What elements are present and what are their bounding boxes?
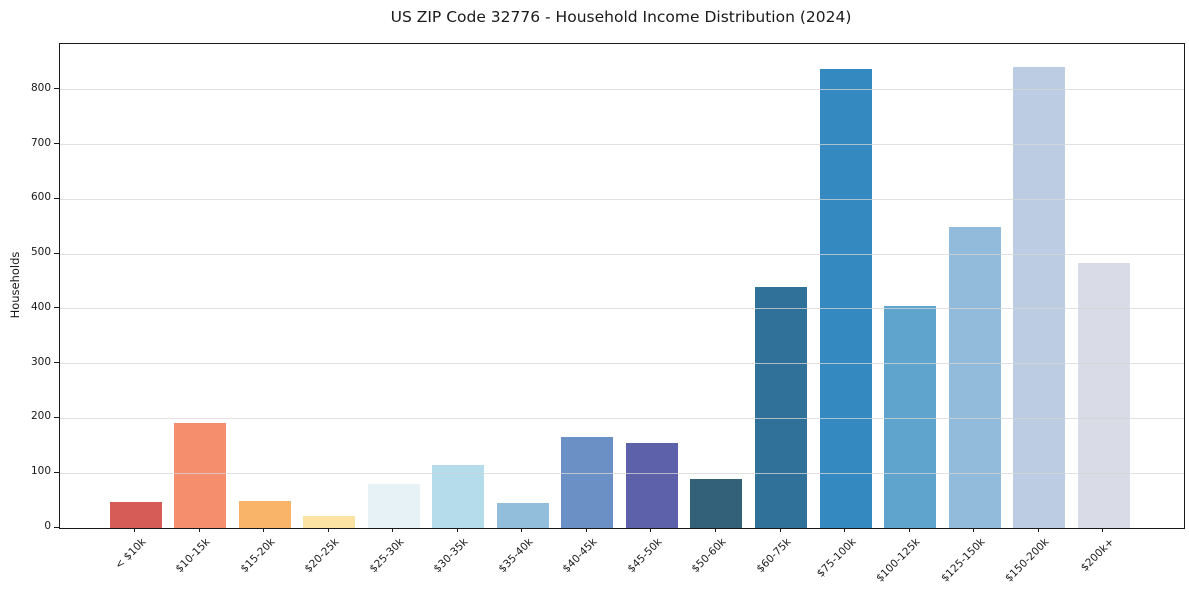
x-tick [198,528,200,532]
y-tick-label: 800 [30,81,51,94]
bar [174,423,227,528]
x-tick-label: $20-25k [302,536,342,576]
x-tick-label: $40-45k [560,536,600,576]
y-tick-label: 600 [30,191,51,204]
y-tick [54,307,59,309]
bar [496,502,549,528]
chart-title: US ZIP Code 32776 - Household Income Dis… [390,8,852,26]
x-tick [1102,528,1104,532]
bar [819,68,872,528]
y-tick-label: 400 [30,300,51,313]
x-tick [1037,528,1039,532]
y-tick [54,197,59,199]
y-tick-label: 100 [30,465,51,478]
bar [432,464,485,528]
y-tick [54,143,59,145]
x-tick-label: $10-15k [173,536,213,576]
x-tick [263,528,265,532]
x-tick [134,528,135,532]
x-tick-label: < $10k [112,536,148,572]
x-tick-label: $75-100k [814,536,859,580]
y-tick [54,362,59,364]
x-tick [392,528,394,532]
gridline [60,144,1184,146]
gridline [60,472,1184,474]
gridline [60,198,1184,200]
y-tick-label: 300 [30,355,51,368]
plot-area [59,43,1185,529]
x-tick [844,528,846,532]
bar [690,479,743,528]
y-tick [54,471,59,473]
x-tick [650,528,652,532]
x-tick-label: $30-35k [431,536,471,576]
bar [1013,67,1066,528]
x-tick-label: $100-125k [874,536,923,585]
x-tick-label: $35-40k [496,536,536,576]
bar [367,484,420,528]
y-tick [54,416,59,418]
bar [625,442,678,528]
x-tick-label: $150-200k [1003,536,1052,585]
x-tick [456,528,458,532]
x-tick-label: $60-75k [754,536,794,576]
x-tick [585,528,587,532]
y-tick [54,526,59,528]
x-tick [327,528,329,532]
bar [109,501,162,528]
gridline [60,363,1184,365]
x-tick-label: $50-60k [689,536,729,576]
x-tick-label: $45-50k [625,536,665,576]
y-tick [54,88,59,90]
y-tick-label: 0 [44,520,51,532]
gridline [60,308,1184,310]
bar [238,500,291,528]
y-tick [54,252,59,254]
bar [755,286,807,528]
x-tick [779,528,781,532]
x-tick [908,528,910,532]
y-tick-label: 200 [30,410,51,423]
bar [303,515,356,528]
gridline [60,417,1184,419]
y-tick-label: 500 [30,246,51,259]
x-tick [973,528,975,532]
bar [1077,263,1130,528]
gridline [60,253,1184,255]
x-tick-label: $15-20k [237,536,278,576]
x-tick [521,528,523,532]
x-tick [714,528,716,532]
gridline [60,89,1184,91]
bar [948,227,1001,528]
x-tick-label: $25-30k [367,536,407,576]
x-tick-label: $125-150k [938,536,988,585]
bar [561,436,614,528]
x-tick-label: $200k+ [1078,536,1117,574]
bar [884,305,937,528]
y-tick-label: 700 [30,136,51,149]
